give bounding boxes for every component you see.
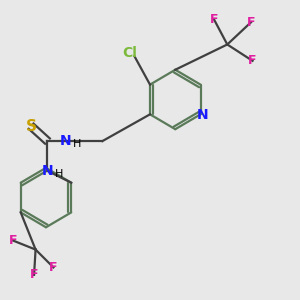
Text: S: S [26,119,37,134]
Text: F: F [210,13,218,26]
Text: F: F [30,268,38,281]
Text: F: F [248,54,257,67]
Text: H: H [55,169,64,179]
Text: N: N [59,134,71,148]
Text: H: H [73,139,81,149]
Text: N: N [197,108,209,122]
Text: F: F [247,16,255,29]
Text: F: F [9,234,17,247]
Text: Cl: Cl [122,46,136,60]
Text: F: F [49,261,58,274]
Text: N: N [42,164,53,178]
